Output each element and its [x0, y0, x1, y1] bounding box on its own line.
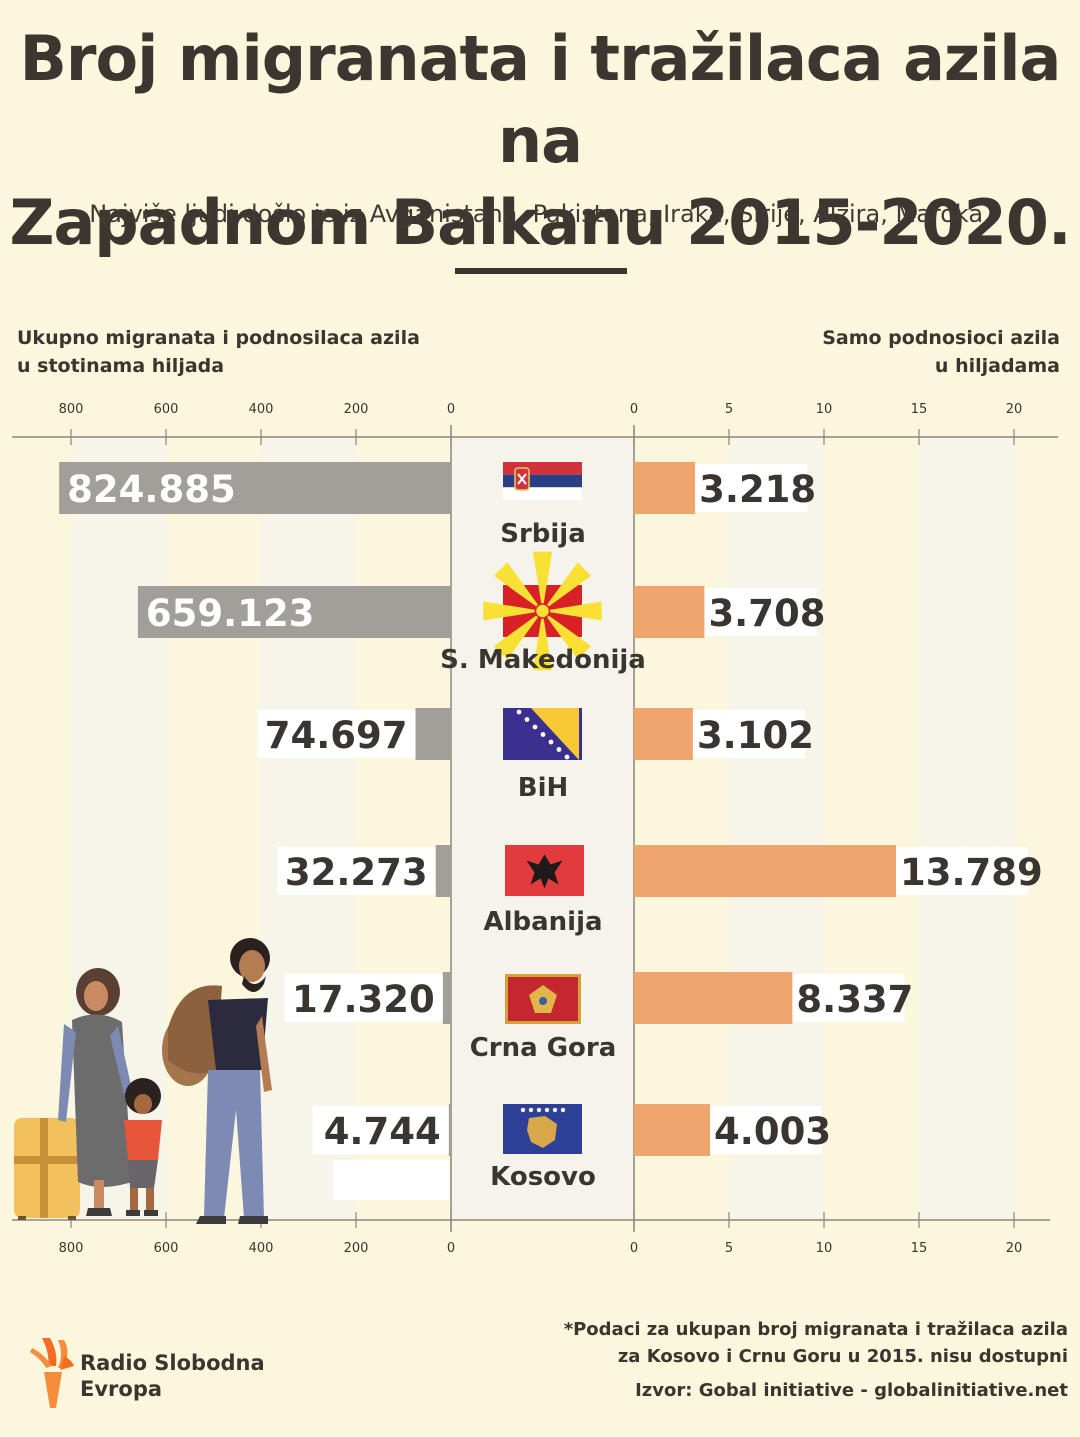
right-grid-band: [729, 437, 824, 1220]
country-label-4: Albanija: [483, 907, 602, 937]
man-figure-icon: [162, 938, 272, 1224]
left-top-tick-label: 600: [154, 402, 179, 417]
right-value-label-2: 3.708: [708, 592, 825, 635]
country-label-1: Srbija: [500, 519, 586, 549]
left-top-tick-label: 200: [344, 402, 369, 417]
suitcase-icon: [14, 1118, 80, 1220]
right-bar-5: [634, 972, 793, 1024]
left-axis-title: Ukupno migranata i podnosilaca azila u s…: [17, 324, 437, 380]
right-bar-2: [634, 586, 705, 638]
left-value-label-5: 17.320: [292, 978, 435, 1021]
right-bar-6: [634, 1104, 711, 1156]
right-value-label-bg-3: [692, 710, 805, 758]
albania-flag-icon: [505, 845, 584, 896]
left-value-label-bg-3: [257, 710, 416, 758]
right-top-tick-label: 15: [911, 402, 928, 417]
title-divider: [455, 268, 627, 274]
title-line-2: Zapadnom Balkanu 2015-2020.: [9, 186, 1072, 259]
left-bar-5: [442, 972, 451, 1024]
right-value-label-5: 8.337: [796, 978, 913, 1021]
serbia-flag-icon: [503, 462, 582, 500]
right-axis-title: Samo podnosioci azila u hiljadama: [740, 324, 1060, 380]
logo-line-2: Evropa: [80, 1377, 163, 1401]
right-bar-1: [634, 462, 696, 514]
right-grid-band: [919, 437, 1014, 1220]
left-grid-band: [261, 437, 356, 1220]
left-bar-2: [137, 586, 452, 638]
right-top-tick-label: 5: [725, 402, 733, 417]
right-top-tick-label: 0: [630, 402, 638, 417]
left-bar-3: [415, 708, 451, 760]
right-value-label-6: 4.003: [714, 1110, 831, 1153]
source-credit: Izvor: Gobal initiative - globalinitiati…: [635, 1380, 1068, 1401]
right-bottom-tick-label: 5: [725, 1241, 733, 1256]
right-bottom-tick-label: 10: [816, 1241, 833, 1256]
right-bottom-tick-label: 0: [630, 1241, 638, 1256]
north-macedonia-flag-icon: [483, 551, 602, 671]
woman-figure-icon: [58, 968, 132, 1216]
footnote-line-2: za Kosovo i Crnu Goru u 2015. nisu dostu…: [617, 1346, 1068, 1367]
left-axis-title-line-2: u stotinama hiljada: [17, 355, 225, 377]
left-bottom-tick-label: 800: [59, 1241, 84, 1256]
logo-line-1: Radio Slobodna: [80, 1351, 265, 1375]
left-bar-1: [59, 462, 451, 514]
right-value-label-bg-5: [792, 974, 905, 1022]
left-top-tick-label: 800: [59, 402, 84, 417]
right-value-label-4: 13.789: [900, 851, 1043, 894]
left-value-label-1: 824.885: [67, 468, 236, 511]
left-value-label-bg-5: [284, 974, 443, 1022]
right-axis-title-line-2: u hiljadama: [934, 355, 1060, 377]
right-value-label-1: 3.218: [699, 468, 816, 511]
right-top-tick-label: 20: [1006, 402, 1023, 417]
left-bar-6: [448, 1104, 451, 1156]
right-value-label-3: 3.102: [697, 714, 814, 757]
left-value-label-3: 74.697: [265, 714, 408, 757]
right-value-label-bg-1: [695, 464, 808, 512]
footnote: *Podaci za ukupan broj migranata i traži…: [548, 1316, 1068, 1370]
left-value-label-bg-4: [277, 847, 436, 895]
rse-logo: Radio Slobodna Evropa: [28, 1330, 288, 1410]
footnote-line-1: *Podaci za ukupan broj migranata i traži…: [563, 1319, 1068, 1340]
chart-title: Broj migranata i tražilaca azila na Zapa…: [0, 18, 1080, 264]
right-value-label-bg-6: [710, 1106, 823, 1154]
left-axis-title-line-1: Ukupno migranata i podnosilaca azila: [17, 327, 420, 349]
kosovo-flag-icon: [503, 1104, 582, 1154]
left-bottom-tick-label: 0: [447, 1241, 455, 1256]
left-bottom-tick-label: 200: [344, 1241, 369, 1256]
left-value-label-4: 32.273: [285, 851, 428, 894]
title-line-1: Broj migranata i tražilaca azila na: [19, 22, 1062, 177]
right-bar-4: [634, 845, 896, 897]
left-top-tick-label: 400: [249, 402, 274, 417]
left-value-label-6: 4.744: [324, 1110, 441, 1153]
left-value-label-2: 659.123: [146, 592, 315, 635]
country-label-6: Kosovo: [490, 1162, 596, 1192]
left-top-tick-label: 0: [447, 402, 455, 417]
country-label-3: BiH: [518, 773, 569, 803]
right-axis-title-line-1: Samo podnosioci azila: [822, 327, 1060, 349]
left-bar-4: [435, 845, 451, 897]
bosnia-flag-icon: [503, 708, 582, 760]
right-bottom-tick-label: 20: [1006, 1241, 1023, 1256]
chart-subtitle: Najviše ljudi došlo je iz Avganistana, P…: [89, 200, 991, 228]
child-figure-icon: [124, 1078, 162, 1216]
right-value-label-bg-2: [704, 588, 817, 636]
migrant-family-illustration: [14, 938, 272, 1224]
right-bottom-tick-label: 15: [911, 1241, 928, 1256]
torch-icon: [30, 1338, 74, 1408]
montenegro-flag-icon: [505, 974, 581, 1024]
right-value-label-bg-4: [895, 847, 1028, 895]
left-bottom-tick-label: 600: [154, 1241, 179, 1256]
logo-text: Radio Slobodna Evropa: [80, 1350, 265, 1402]
country-label-5: Crna Gora: [470, 1033, 617, 1063]
left-bottom-tick-label: 400: [249, 1241, 274, 1256]
right-top-tick-label: 10: [816, 402, 833, 417]
left-value-label-bg-6: [312, 1106, 449, 1154]
country-label-2: S. Makedonija: [440, 645, 646, 675]
kosovo-label-extension: [333, 1160, 449, 1200]
right-bar-3: [634, 708, 693, 760]
